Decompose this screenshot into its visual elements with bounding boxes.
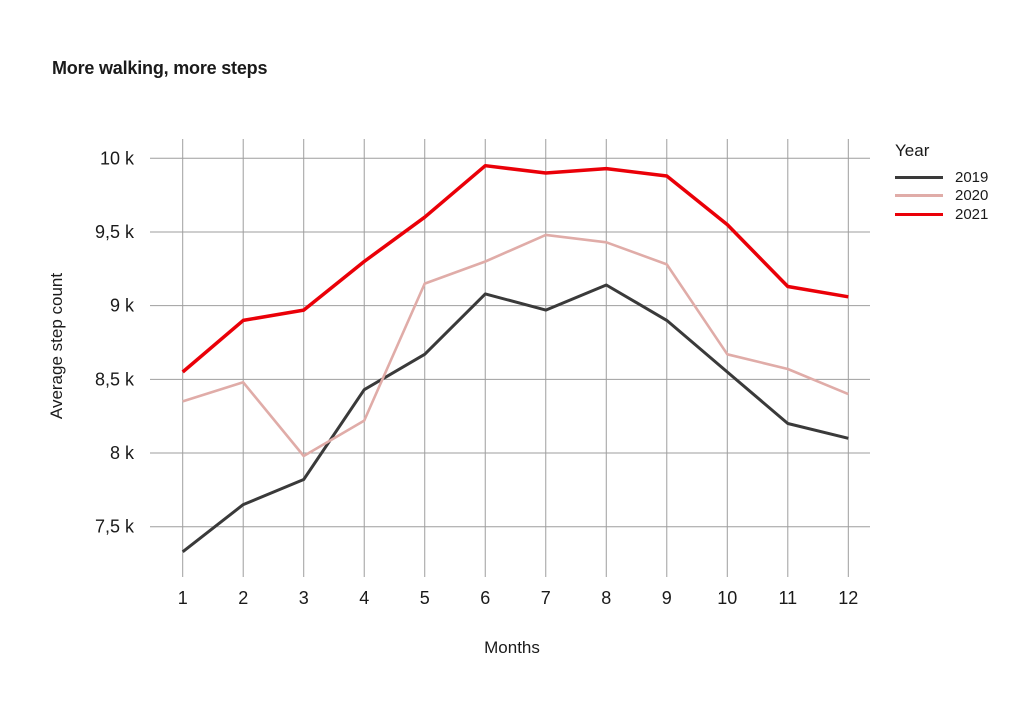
legend-swatch-2021 bbox=[895, 212, 943, 216]
legend-entry-2019: 2019 bbox=[895, 168, 988, 187]
y-tick-label: 10 k bbox=[100, 148, 135, 168]
x-tick-label: 12 bbox=[838, 588, 858, 608]
legend-title: Year bbox=[895, 141, 930, 160]
x-tick-label: 5 bbox=[420, 588, 430, 608]
y-tick-label: 9 k bbox=[110, 296, 135, 316]
legend-label: 2020 bbox=[955, 187, 989, 205]
legend-label: 2019 bbox=[955, 168, 989, 186]
series-line-2021 bbox=[181, 163, 849, 374]
y-axis-title: Average step count bbox=[47, 272, 66, 420]
x-tick-label: 6 bbox=[480, 588, 490, 608]
legend-entry-2021: 2021 bbox=[895, 205, 988, 224]
x-tick-label: 1 bbox=[178, 588, 188, 608]
x-tick-label: 7 bbox=[541, 588, 551, 608]
y-tick-label: 9,5 k bbox=[95, 222, 135, 242]
legend-entries: 2019 2020 2021 bbox=[895, 168, 988, 224]
series-line-2020 bbox=[182, 233, 849, 458]
y-tick-label: 8 k bbox=[110, 443, 135, 463]
x-tick-label: 11 bbox=[778, 588, 797, 608]
series-line-2019 bbox=[181, 283, 849, 553]
x-tick-label: 4 bbox=[359, 588, 369, 608]
x-tick-label: 8 bbox=[601, 588, 611, 608]
x-tick-label: 9 bbox=[662, 588, 672, 608]
x-axis-title: Months bbox=[484, 638, 540, 657]
x-tick-label: 3 bbox=[299, 588, 309, 608]
chart-title: More walking, more steps bbox=[52, 58, 268, 78]
y-tick-label: 8,5 k bbox=[95, 369, 135, 389]
legend-swatch-2020 bbox=[895, 194, 943, 198]
x-tick-label: 10 bbox=[717, 588, 737, 608]
legend-label: 2021 bbox=[955, 205, 989, 223]
legend-swatch-2019 bbox=[895, 175, 943, 179]
legend-entry-2020: 2020 bbox=[895, 187, 988, 206]
y-tick-label: 7,5 k bbox=[95, 517, 135, 537]
x-tick-label: 2 bbox=[238, 588, 248, 608]
legend: Year 2019 2020 2021 bbox=[895, 141, 988, 224]
